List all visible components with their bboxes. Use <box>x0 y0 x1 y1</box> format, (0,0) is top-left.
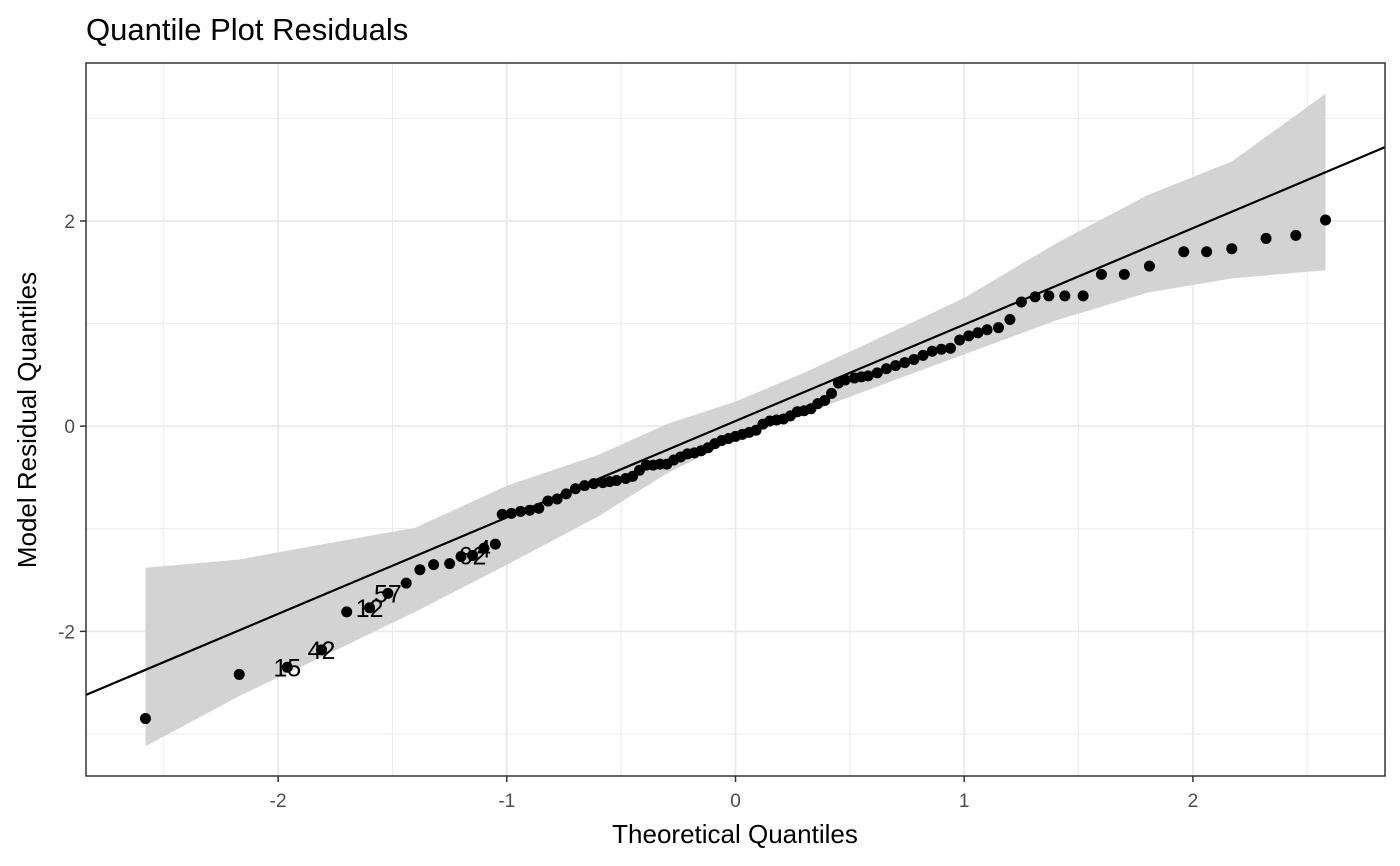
data-point <box>579 480 591 492</box>
data-point <box>1043 290 1055 302</box>
data-point <box>414 564 426 576</box>
data-point <box>524 504 536 516</box>
data-point <box>1029 291 1041 303</box>
x-axis-ticks: -2 -1 0 1 2 <box>270 776 1199 812</box>
data-point <box>981 324 993 336</box>
data-point <box>839 374 851 386</box>
data-point <box>551 493 563 505</box>
point-label: 62 <box>459 542 487 570</box>
y-axis-ticks: -2 0 2 <box>58 212 86 643</box>
data-point <box>341 606 353 618</box>
data-point <box>972 327 984 339</box>
data-point <box>1077 290 1089 302</box>
point-label: 15 <box>273 654 301 682</box>
data-point <box>1118 268 1130 280</box>
data-point <box>1095 268 1107 280</box>
y-tick-label: -2 <box>58 622 75 643</box>
data-point <box>444 558 456 570</box>
x-tick-label: 0 <box>730 791 741 812</box>
data-point <box>1290 229 1302 241</box>
x-tick-label: -2 <box>270 791 287 812</box>
data-point <box>588 478 600 490</box>
data-point <box>515 505 527 517</box>
reference-line <box>85 146 1386 696</box>
y-tick-label: 0 <box>64 417 75 438</box>
data-point <box>542 495 554 507</box>
point-label: 4 <box>477 535 491 563</box>
data-point <box>489 538 501 550</box>
x-tick-label: -1 <box>498 791 515 812</box>
data-point <box>871 367 883 379</box>
x-tick-label: 2 <box>1188 791 1199 812</box>
data-point <box>455 550 467 562</box>
data-point <box>496 508 508 520</box>
data-point <box>1320 214 1332 226</box>
y-axis-title: Model Residual Quantiles <box>12 272 42 568</box>
point-label: 42 <box>308 637 336 665</box>
x-tick-label: 1 <box>959 791 970 812</box>
x-axis-title: Theoretical Quantiles <box>612 819 858 849</box>
data-point <box>428 559 440 571</box>
data-point <box>826 387 838 399</box>
data-point <box>316 644 328 656</box>
residual-points <box>139 214 1332 725</box>
data-point <box>917 349 929 361</box>
data-point <box>611 475 623 487</box>
data-point <box>926 345 938 357</box>
y-tick-label: 2 <box>64 212 75 233</box>
data-point <box>1260 232 1272 244</box>
data-point <box>560 488 572 500</box>
data-point <box>139 713 151 725</box>
data-point <box>1201 246 1213 258</box>
data-point <box>819 395 831 407</box>
point-label: 57 <box>374 580 402 608</box>
data-point <box>1178 246 1190 258</box>
data-point <box>880 363 892 375</box>
data-point <box>569 483 581 495</box>
data-point <box>1004 313 1016 325</box>
data-point <box>890 360 902 372</box>
data-point <box>963 330 975 342</box>
data-point <box>533 502 545 514</box>
data-point <box>908 353 920 365</box>
data-point <box>935 343 947 355</box>
data-point <box>954 334 966 346</box>
data-point <box>1015 296 1027 308</box>
data-point <box>944 342 956 354</box>
data-point <box>899 357 911 369</box>
data-point <box>505 507 517 519</box>
data-point <box>1059 290 1071 302</box>
data-point <box>478 542 490 554</box>
data-point <box>1143 260 1155 272</box>
data-point <box>364 602 376 614</box>
data-point <box>281 661 293 673</box>
data-point <box>233 668 245 680</box>
data-point <box>466 549 478 561</box>
data-point <box>993 322 1005 334</box>
data-point <box>400 577 412 589</box>
data-point <box>1226 243 1238 255</box>
point-label: 12 <box>356 595 384 623</box>
data-point <box>862 370 874 382</box>
chart-title: Quantile Plot Residuals <box>86 12 408 47</box>
data-point <box>382 587 394 599</box>
